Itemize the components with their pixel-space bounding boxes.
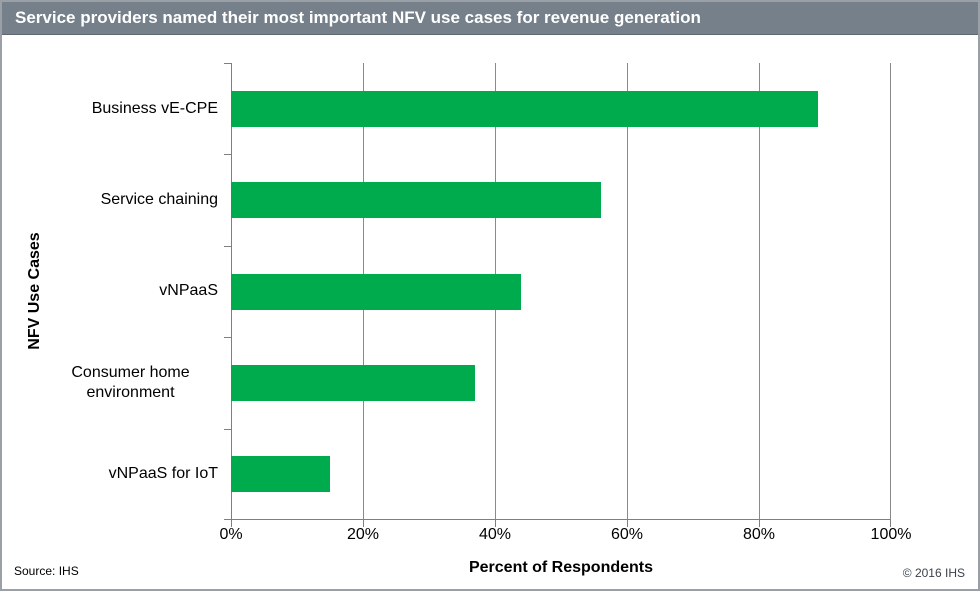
bar-vnpaas-for-iot [231, 456, 330, 493]
gridline-80 [759, 63, 760, 519]
category-label: Service chaining [6, 154, 218, 245]
category-label-text: Service chaining [100, 191, 218, 209]
x-axis-tick [363, 520, 364, 527]
bar-consumer-home-environment [231, 364, 476, 401]
x-axis-tick [890, 520, 891, 527]
copyright-text: © 2016 IHS [902, 566, 965, 580]
y-axis-tick [224, 428, 231, 430]
bar-vnpaas [231, 273, 522, 310]
x-tick-label: 40% [478, 526, 512, 543]
chart-title: Service providers named their most impor… [15, 8, 701, 27]
x-tick-label: 0% [219, 526, 243, 543]
x-axis-tick [627, 520, 628, 527]
category-label-text: vNPaaS for IoT [108, 465, 218, 483]
x-axis-tick [231, 520, 232, 527]
plot-area [231, 63, 891, 520]
x-axis-tick [759, 520, 760, 527]
y-axis-tick [224, 519, 231, 520]
bar-service-chaining [231, 182, 601, 219]
category-label: Consumer home environment [6, 337, 218, 428]
x-tick-label: 20% [346, 526, 380, 543]
category-label: Business vE-CPE [6, 63, 218, 154]
category-label-text: Consumer home environment [71, 363, 190, 401]
category-label-text: Business vE-CPE [91, 99, 218, 117]
x-axis-tick [495, 520, 496, 527]
gridline-100 [890, 63, 891, 519]
x-tick-label: 100% [870, 526, 912, 543]
x-axis-label: Percent of Respondents [468, 559, 654, 576]
y-axis-tick [224, 337, 231, 339]
x-tick-label: 80% [742, 526, 776, 543]
bar-business-ve-cpe [231, 90, 819, 127]
category-label-text: vNPaaS [159, 282, 218, 300]
gridline-60 [627, 63, 628, 519]
x-tick-label: 60% [610, 526, 644, 543]
category-label: vNPaaS [6, 246, 218, 337]
chart-title-bar: Service providers named their most impor… [2, 2, 978, 35]
y-axis-tick [224, 63, 231, 64]
source-text: Source: IHS [14, 564, 79, 578]
category-axis-labels: Business vE-CPE Service chaining vNPaaS Con… [6, 63, 218, 520]
category-label: vNPaaS for IoT [6, 429, 218, 520]
y-axis-tick [224, 154, 231, 156]
y-axis-tick [224, 245, 231, 247]
